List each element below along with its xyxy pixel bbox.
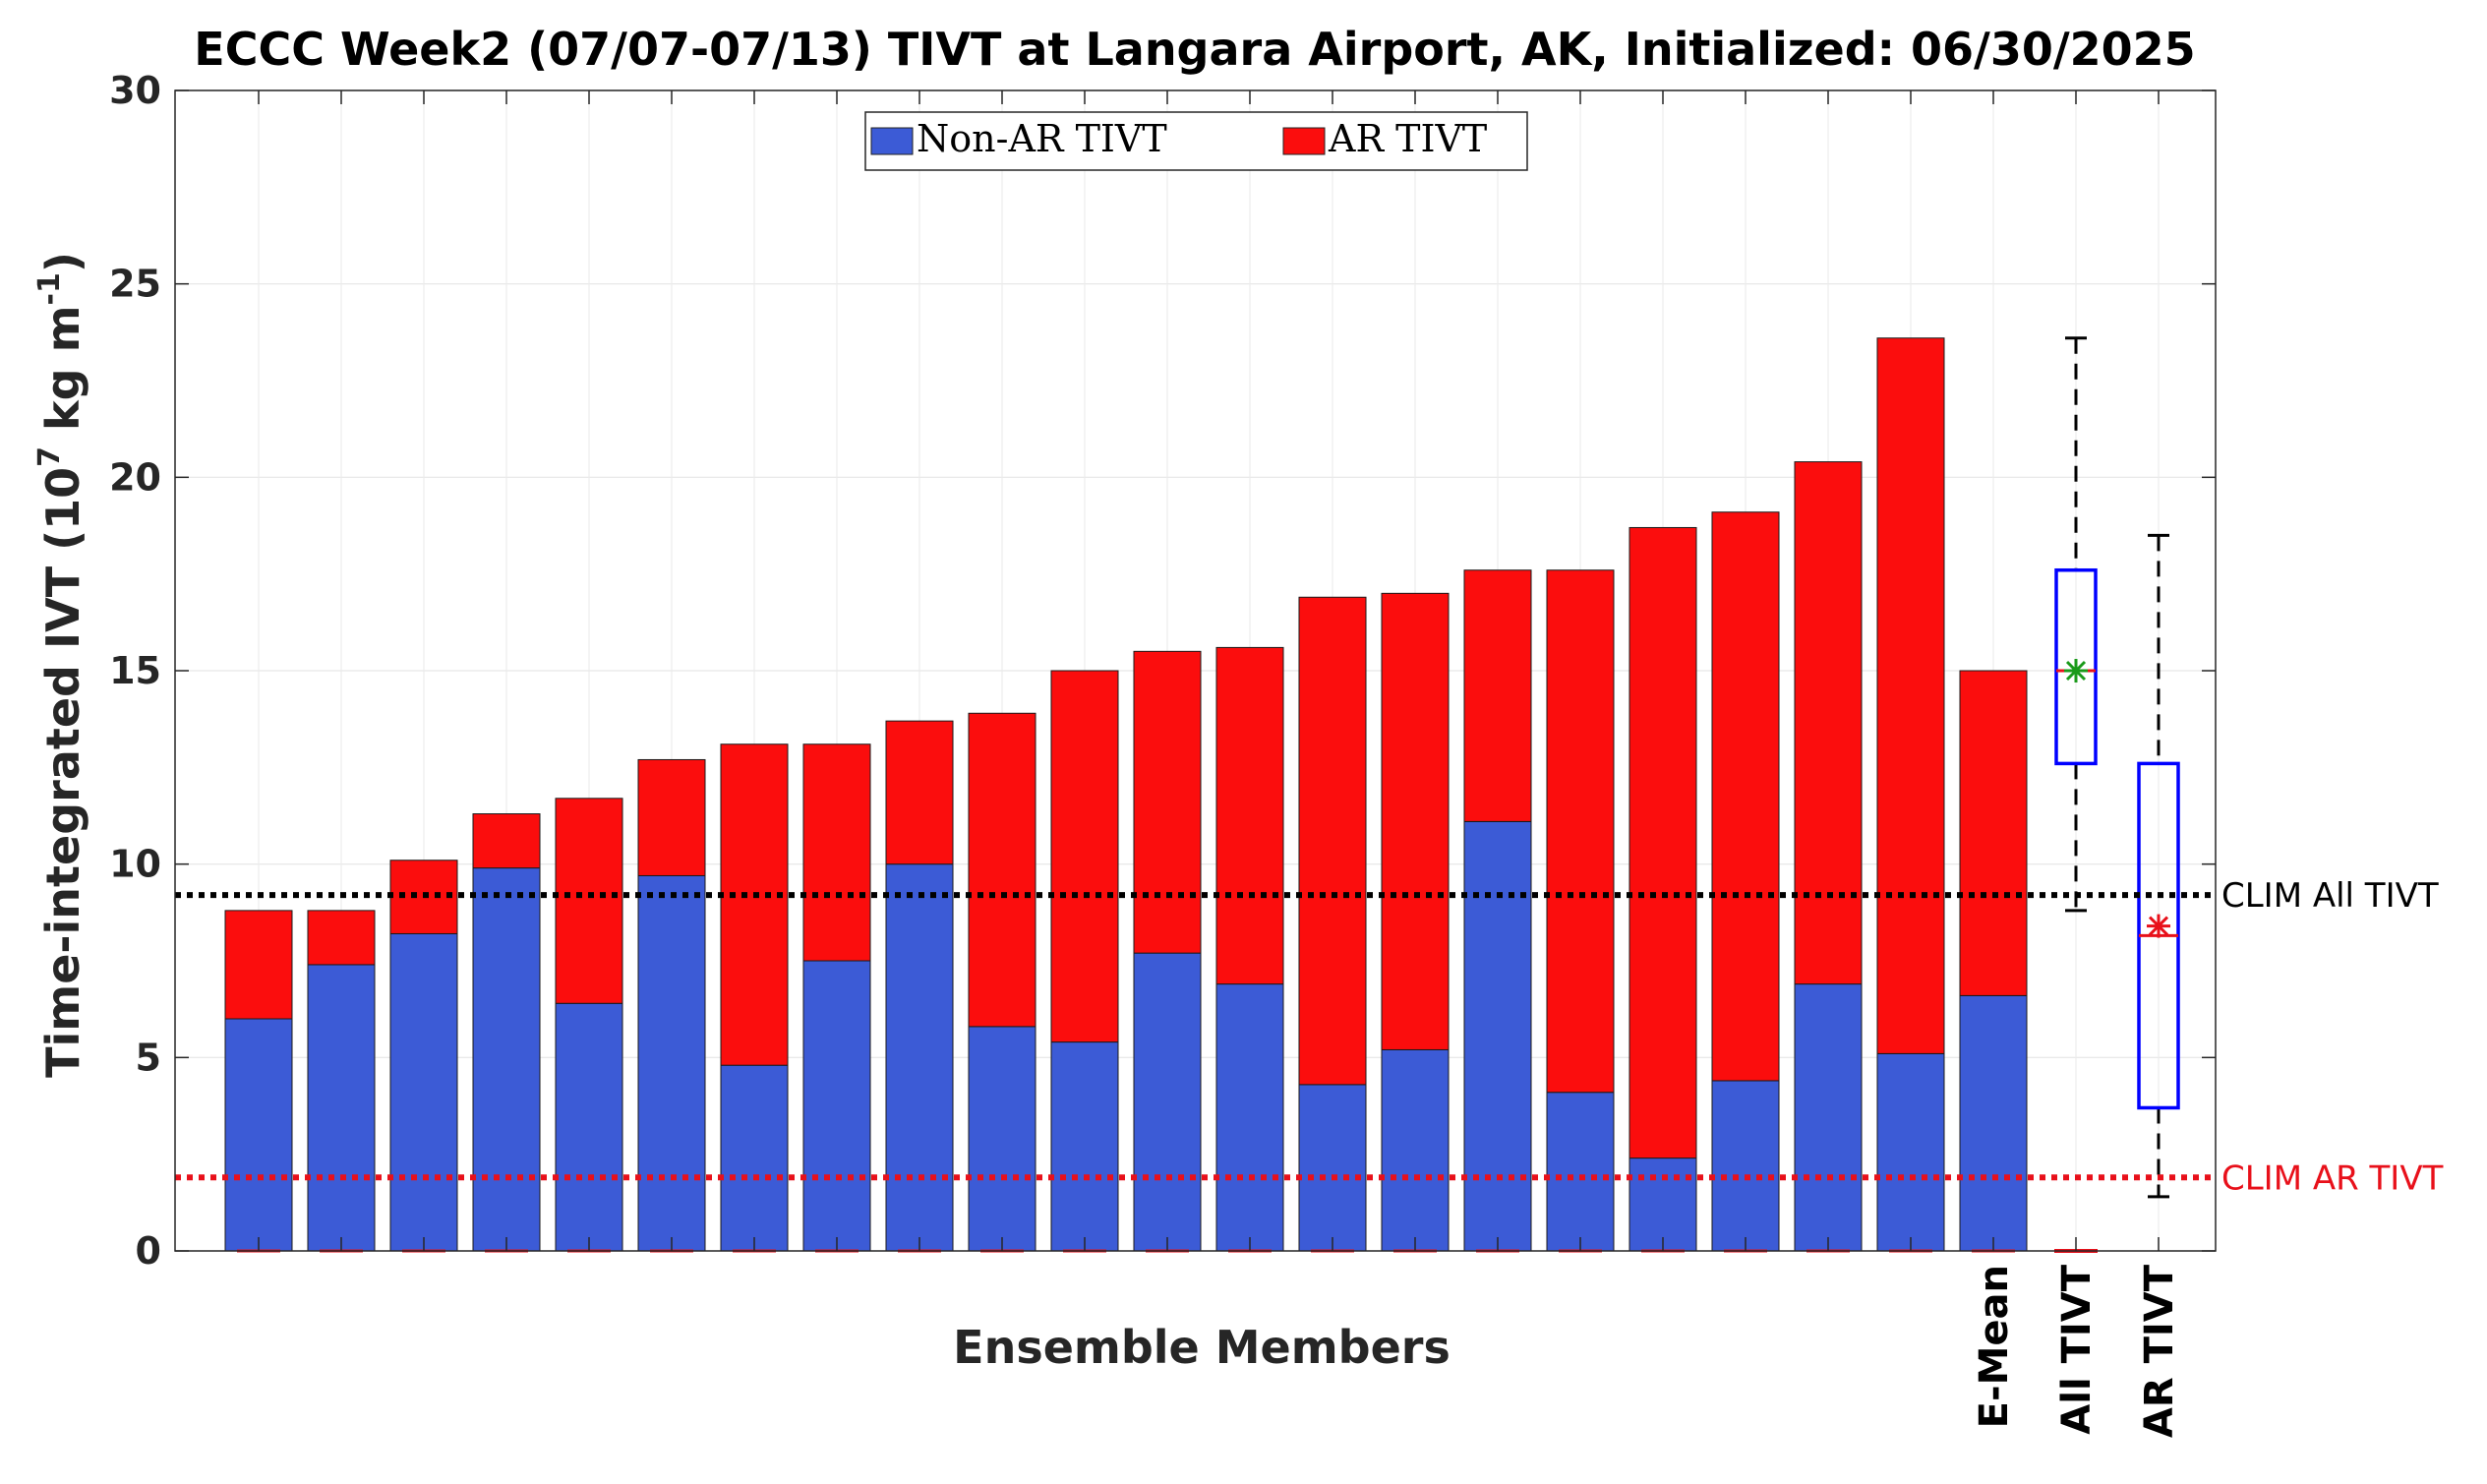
- bar-ar-tivt: [555, 798, 623, 1004]
- boxplots: [2054, 336, 2180, 1199]
- boxplot-ar-tivt: [2137, 533, 2180, 1199]
- bar-non-ar-tivt: [1215, 983, 1284, 1252]
- y-tick-label: 30: [109, 69, 161, 112]
- reference-line-label: CLIM AR TIVT: [2221, 1158, 2444, 1198]
- bar-ar-tivt: [968, 712, 1036, 1028]
- axis-ticks: 0 5 10 15 20 25 30 E-Mean All TIVT AR TIVT: [109, 69, 2216, 1438]
- bar-ar-tivt: [1133, 650, 1202, 954]
- legend-swatch-ar: [1282, 127, 1326, 155]
- bar-non-ar-tivt: [1381, 1048, 1450, 1252]
- chart-title: ECCC Week2 (07/07-07/13) TIVT at Langara…: [194, 23, 2195, 76]
- box-mean-marker: [2147, 914, 2170, 938]
- bar-ar-tivt: [637, 758, 706, 876]
- bar-ar-tivt: [1794, 461, 1863, 985]
- bar-non-ar-tivt: [1711, 1080, 1780, 1252]
- bar-ar-tivt: [307, 910, 376, 966]
- bar-non-ar-tivt: [1794, 983, 1863, 1252]
- bar-non-ar-tivt: [885, 863, 954, 1252]
- boxplot-all-tivt: [2054, 336, 2098, 913]
- bar-non-ar-tivt: [555, 1002, 623, 1252]
- legend-box: [864, 111, 1528, 171]
- x-category-label: E-Mean: [1972, 1265, 2017, 1428]
- bar-non-ar-tivt: [1050, 1041, 1119, 1252]
- bar-ar-tivt: [1215, 646, 1284, 985]
- bars: [224, 337, 2098, 1253]
- reference-lines: CLIM All TIVT CLIM AR TIVT: [175, 876, 2444, 1198]
- bar-non-ar-tivt: [1463, 820, 1532, 1252]
- x-axis-label: Ensemble Members: [953, 1321, 1451, 1374]
- y-tick-label: 25: [109, 263, 161, 306]
- bar-non-ar-tivt: [1298, 1084, 1367, 1252]
- y-tick-label: 0: [136, 1229, 161, 1273]
- bar-non-ar-tivt: [224, 1018, 293, 1252]
- bar-ar-tivt: [885, 720, 954, 865]
- bar-non-ar-tivt: [968, 1026, 1036, 1252]
- bar-ar-tivt: [1546, 569, 1615, 1094]
- legend-label-ar: AR TIVT: [1328, 117, 1487, 160]
- legend-label-non-ar: Non-AR TIVT: [917, 117, 1167, 160]
- bar-ar-tivt: [1298, 596, 1367, 1086]
- bar-non-ar-tivt: [720, 1064, 789, 1252]
- bar-non-ar-tivt: [1876, 1052, 1945, 1252]
- bar-non-ar-tivt: [1959, 994, 2028, 1252]
- y-tick-label: 15: [109, 649, 161, 692]
- reference-line-label: CLIM All TIVT: [2221, 876, 2439, 916]
- x-category-label: AR TIVT: [2137, 1264, 2182, 1438]
- bar-ar-tivt: [1959, 670, 2028, 996]
- legend-swatch-non-ar: [870, 127, 914, 155]
- bar-ar-tivt: [1628, 526, 1697, 1159]
- legend: Non-AR TIVT AR TIVT: [864, 111, 1528, 171]
- bar-ar-tivt: [1711, 511, 1780, 1082]
- y-tick-label: 10: [109, 843, 161, 886]
- bar-non-ar-tivt: [307, 964, 376, 1252]
- bar-ar-tivt: [802, 743, 871, 962]
- x-category-label: All TIVT: [2054, 1264, 2100, 1434]
- box-iqr: [2054, 567, 2098, 766]
- bar-ar-tivt: [224, 910, 293, 1020]
- y-tick-label: 20: [109, 455, 161, 499]
- bar-ar-tivt: [1463, 569, 1532, 822]
- box-mean-marker: [2064, 659, 2088, 683]
- bar-ar-tivt: [1050, 670, 1119, 1043]
- bar-ar-tivt: [472, 813, 541, 869]
- y-tick-label: 5: [136, 1036, 161, 1079]
- bar-non-ar-tivt: [1133, 952, 1202, 1252]
- bar-non-ar-tivt: [1628, 1158, 1697, 1252]
- bar-non-ar-tivt: [802, 960, 871, 1252]
- bar-non-ar-tivt: [389, 932, 458, 1252]
- bar-ar-tivt: [1381, 592, 1450, 1050]
- bar-ar-tivt: [720, 743, 789, 1066]
- bar-non-ar-tivt: [472, 867, 541, 1252]
- y-axis-label: Time-integrated IVT (107 kg m-1): [32, 252, 89, 1078]
- bar-non-ar-tivt: [1546, 1092, 1615, 1252]
- bar-ar-tivt: [1876, 337, 1945, 1054]
- bar-non-ar-tivt: [637, 874, 706, 1252]
